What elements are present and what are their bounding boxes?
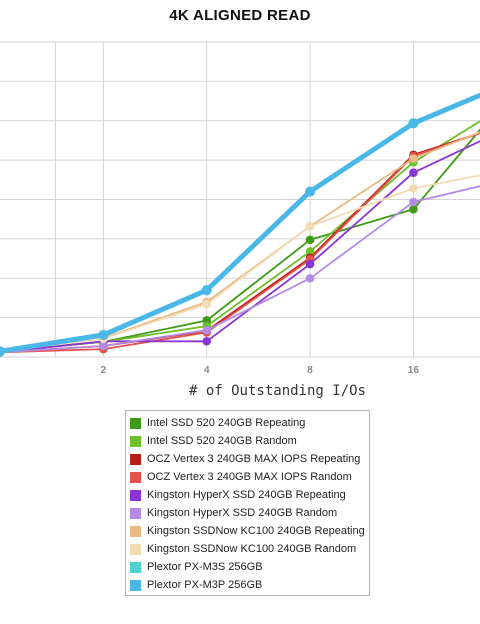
legend-item[interactable]: Kingston SSDNow KC100 240GB Repeating (130, 522, 369, 540)
series-line (0, 92, 480, 354)
legend-label: Kingston HyperX SSD 240GB Random (147, 507, 338, 519)
legend-swatch (130, 579, 141, 591)
x-tick-label: 2 (101, 365, 107, 376)
chart-title: 4K ALIGNED READ (169, 7, 311, 24)
data-point[interactable] (409, 154, 418, 163)
series-line (0, 140, 480, 354)
legend-label: OCZ Vertex 3 240GB MAX IOPS Repeating (147, 453, 361, 465)
legend-item[interactable]: OCZ Vertex 3 240GB MAX IOPS Repeating (130, 450, 369, 468)
x-tick-label: 4 (204, 365, 210, 376)
legend-label: OCZ Vertex 3 240GB MAX IOPS Random (147, 471, 352, 483)
data-point[interactable] (98, 329, 109, 340)
data-point[interactable] (409, 204, 418, 214)
legend-swatch (130, 435, 141, 447)
legend-swatch (130, 471, 141, 483)
data-point[interactable] (409, 197, 418, 207)
x-tick-labels: 2 4 8 16 (101, 365, 420, 376)
x-tick-label: 8 (307, 365, 313, 376)
legend-swatch (130, 525, 141, 537)
data-point[interactable] (305, 186, 316, 197)
x-axis-label: # of Outstanding I/Os (188, 383, 366, 399)
legend-swatch (130, 561, 141, 573)
legend-swatch (130, 543, 141, 555)
legend-label: Kingston HyperX SSD 240GB Repeating (147, 489, 346, 501)
legend-item[interactable]: Plextor PX-M3S 256GB (130, 558, 369, 576)
data-point[interactable] (202, 299, 212, 309)
legend-label: Plextor PX-M3S 256GB (147, 561, 263, 573)
legend-item[interactable]: Intel SSD 520 240GB Repeating (130, 414, 369, 432)
data-point[interactable] (305, 259, 315, 269)
data-point[interactable] (202, 336, 212, 346)
legend-item[interactable]: Intel SSD 520 240GB Random (130, 432, 369, 450)
data-point[interactable] (409, 168, 418, 178)
legend-label: Intel SSD 520 240GB Random (147, 435, 297, 447)
legend-label: Intel SSD 520 240GB Repeating (147, 417, 306, 429)
series-line (0, 132, 480, 354)
legend-label: Kingston SSDNow KC100 240GB Random (147, 543, 357, 555)
legend-swatch (130, 453, 141, 465)
legend-swatch (130, 417, 141, 429)
legend: Intel SSD 520 240GB Repeating Intel SSD 5… (125, 410, 370, 596)
legend-item[interactable]: Plextor PX-M3P 256GB (130, 576, 369, 594)
series-line (0, 174, 480, 353)
data-point[interactable] (305, 235, 315, 245)
data-point[interactable] (408, 118, 419, 129)
data-point[interactable] (0, 346, 5, 357)
series-lines (0, 92, 480, 354)
data-point[interactable] (202, 325, 212, 335)
data-point[interactable] (99, 341, 108, 351)
legend-item[interactable]: Kingston HyperX SSD 240GB Random (130, 504, 369, 522)
legend-swatch (130, 507, 141, 519)
data-point[interactable] (305, 221, 315, 231)
series-line (0, 185, 480, 354)
legend-item[interactable]: Kingston HyperX SSD 240GB Repeating (130, 486, 369, 504)
legend-label: Plextor PX-M3P 256GB (147, 579, 263, 591)
x-tick-label: 16 (408, 365, 420, 376)
line-chart: 2 4 8 16 (0, 41, 480, 376)
legend-swatch (130, 489, 141, 501)
legend-item[interactable]: OCZ Vertex 3 240GB MAX IOPS Random (130, 468, 369, 486)
data-point[interactable] (305, 273, 315, 283)
legend-label: Kingston SSDNow KC100 240GB Repeating (147, 525, 365, 537)
data-point[interactable] (201, 285, 212, 296)
data-point[interactable] (305, 247, 315, 256)
data-point[interactable] (409, 184, 418, 193)
legend-item[interactable]: Kingston SSDNow KC100 240GB Random (130, 540, 369, 558)
series-markers (0, 118, 419, 357)
